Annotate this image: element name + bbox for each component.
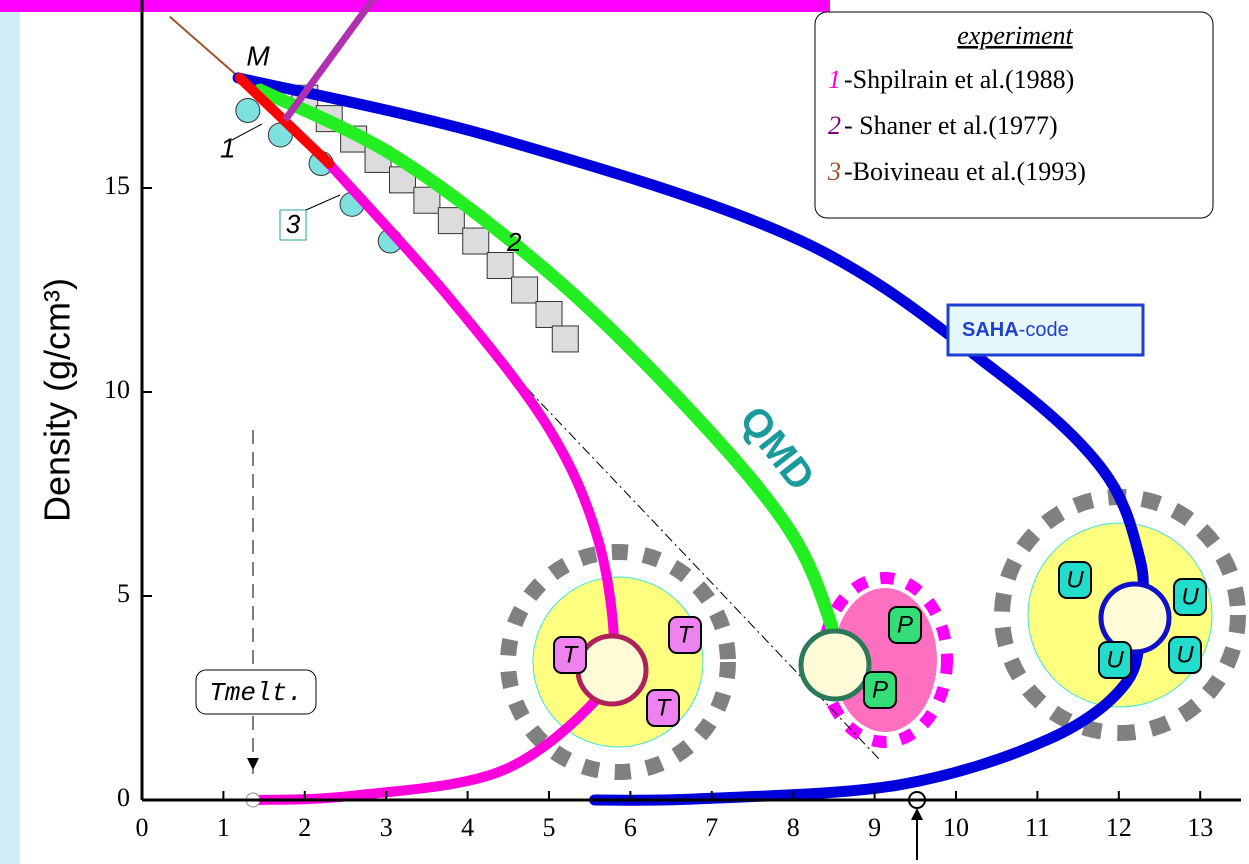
end-circle (801, 631, 869, 699)
saha-label: SAHA-code (962, 319, 1069, 341)
tag-label: T (563, 641, 580, 668)
particle-tag: U (1059, 562, 1091, 598)
y-axis-label: Density (g/cm³) (37, 278, 78, 522)
qmd-label: QMD (731, 398, 823, 499)
legend-number: 1 (828, 65, 841, 94)
tag-label: U (1066, 566, 1084, 593)
particle-tag: P (889, 607, 921, 643)
legend-text: -Shpilrain et al.(1988) (844, 65, 1074, 94)
end-circle (578, 636, 646, 704)
tag-label: U (1181, 583, 1199, 610)
particle-tag: P (864, 672, 896, 708)
legend-text: - Shaner et al.(1977) (844, 111, 1058, 140)
particle-tag: T (647, 690, 679, 726)
callout-line (306, 195, 340, 210)
x-tick-label: 12 (1106, 813, 1132, 842)
particle-tag: T (669, 617, 701, 653)
data-point (512, 277, 538, 303)
x-tick-label: 6 (624, 813, 637, 842)
legend-number: 2 (828, 111, 841, 140)
legend: experiment 1 -Shpilrain et al.(1988) 2 -… (815, 12, 1213, 218)
callout-2: 2 (506, 227, 522, 257)
x-tick-label: 10 (943, 813, 969, 842)
arrow (911, 808, 923, 820)
y-tick-label: 0 (117, 783, 130, 812)
particle-tag: U (1169, 637, 1201, 673)
experiment-line (170, 17, 240, 78)
x-tick-label: 7 (705, 813, 718, 842)
saha-label-rest: -code (1019, 319, 1069, 341)
m-label: M (246, 40, 270, 71)
data-point (236, 98, 260, 122)
legend-text: -Boivineau et al.(1993) (844, 157, 1086, 186)
y-tick-label: 15 (104, 171, 130, 200)
saha-label-bold: SAHA (962, 319, 1019, 341)
tag-label: T (678, 621, 695, 648)
chart: Tmelt. M 1 3 2 Density (g/cm³) experimen… (0, 0, 1249, 864)
x-tick-label: 9 (868, 813, 881, 842)
side-strip (0, 0, 20, 864)
x-tick-label: 8 (787, 813, 800, 842)
t-melt-label: Tmelt. (209, 678, 303, 708)
x-tick-label: 11 (1025, 813, 1050, 842)
tag-label: P (897, 611, 913, 638)
arrow (247, 758, 259, 770)
x-tick-label: 0 (136, 813, 149, 842)
tag-label: T (656, 694, 673, 721)
legend-title: experiment (957, 21, 1073, 50)
callout-3: 3 (286, 209, 301, 239)
y-tick-label: 5 (117, 579, 130, 608)
tag-label: U (1176, 641, 1194, 668)
y-tick-label: 10 (104, 375, 130, 404)
x-tick-label: 13 (1187, 813, 1213, 842)
x-tick-label: 3 (380, 813, 393, 842)
legend-number: 3 (827, 157, 841, 186)
data-point (438, 208, 464, 234)
data-point (536, 301, 562, 327)
data-point (552, 326, 578, 352)
tag-label: P (872, 676, 888, 703)
callout-line (232, 124, 262, 140)
page: {"chart_data": { "type": "line", "y_labe… (0, 0, 1249, 864)
particle-tag: U (1099, 642, 1131, 678)
tag-label: U (1106, 646, 1124, 673)
data-point (463, 228, 489, 254)
callout-1: 1 (220, 132, 236, 163)
x-tick-label: 1 (217, 813, 230, 842)
x-tick-label: 2 (298, 813, 311, 842)
x-tick-label: 5 (543, 813, 556, 842)
particle-tag: U (1174, 579, 1206, 615)
particle-tag: T (554, 637, 586, 673)
x-tick-label: 4 (461, 813, 474, 842)
header-bar (0, 0, 830, 12)
